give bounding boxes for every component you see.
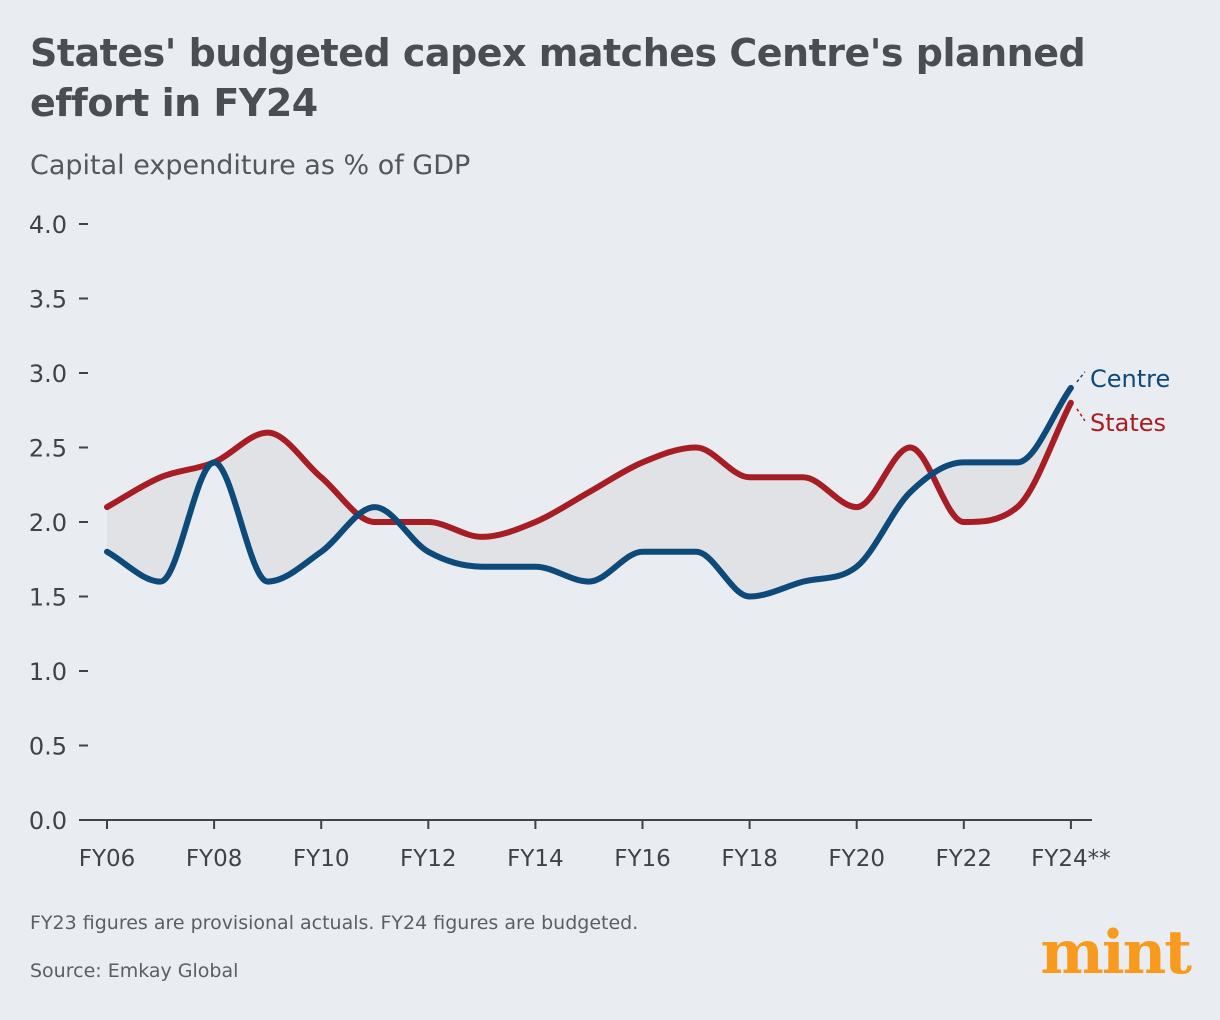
- x-tick-label: FY22: [936, 846, 993, 872]
- x-tick-label: FY06: [79, 846, 136, 872]
- footnote: FY23 figures are provisional actuals. FY…: [30, 912, 639, 934]
- legend-label-states: States: [1090, 409, 1166, 437]
- y-tick-label: 0.0: [29, 807, 67, 835]
- x-tick-label: FY20: [828, 846, 885, 872]
- series-line-states: [104, 399, 1074, 540]
- chart-title: States' budgeted capex matches Centre's …: [30, 31, 1086, 125]
- states-leader-line: [1076, 408, 1086, 422]
- y-tick-label: 1.5: [29, 584, 67, 612]
- series-line-centre: [104, 384, 1074, 600]
- x-tick-label: FY12: [400, 846, 457, 872]
- y-tick-label: 3.0: [29, 360, 67, 388]
- x-tick-label: FY16: [614, 846, 671, 872]
- y-tick-label: 2.0: [29, 509, 67, 537]
- x-tick-label: FY10: [293, 846, 350, 872]
- y-tick-label: 4.0: [29, 211, 67, 239]
- x-tick-label: FY24**: [1031, 846, 1111, 872]
- y-tick-label: 2.5: [29, 435, 67, 463]
- mint-logo: mint: [1040, 918, 1192, 988]
- y-tick-label: 1.0: [29, 658, 67, 686]
- x-tick-label: FY14: [507, 846, 564, 872]
- legend-label-centre: Centre: [1090, 365, 1170, 393]
- centre-leader-line: [1076, 371, 1086, 383]
- x-tick-label: FY08: [186, 846, 243, 872]
- x-tick-label: FY18: [721, 846, 778, 872]
- y-tick-label: 3.5: [29, 286, 67, 314]
- source-note: Source: Emkay Global: [30, 960, 239, 982]
- chart-subtitle: Capital expenditure as % of GDP: [30, 150, 471, 181]
- y-tick-label: 0.5: [29, 733, 67, 761]
